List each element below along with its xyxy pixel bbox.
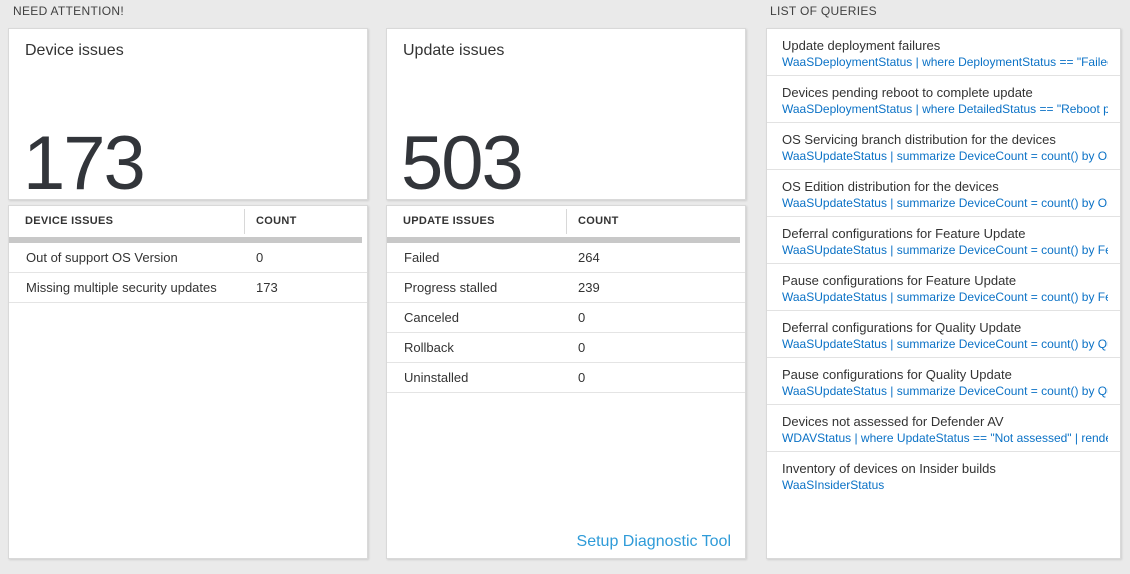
query-text: WaaSDeploymentStatus | where DeploymentS… — [782, 55, 1108, 69]
query-list-item[interactable]: Pause configurations for Feature Update … — [767, 264, 1120, 311]
table-row[interactable]: Uninstalled 0 — [387, 363, 745, 393]
issue-count: 0 — [578, 370, 586, 385]
table-row[interactable]: Missing multiple security updates 173 — [9, 273, 367, 303]
update-issues-total: 503 — [401, 121, 524, 206]
query-text: WaaSUpdateStatus | summarize DeviceCount… — [782, 290, 1108, 304]
device-issues-rows: Out of support OS Version 0 Missing mult… — [9, 243, 367, 303]
query-list-item[interactable]: Update deployment failures WaaSDeploymen… — [767, 29, 1120, 76]
query-list-item[interactable]: Inventory of devices on Insider builds W… — [767, 452, 1120, 499]
table-row[interactable]: Rollback 0 — [387, 333, 745, 363]
issue-label: Missing multiple security updates — [26, 280, 217, 295]
query-list-item[interactable]: OS Edition distribution for the devices … — [767, 170, 1120, 217]
query-title: OS Edition distribution for the devices — [782, 179, 999, 194]
issue-label: Rollback — [404, 340, 454, 355]
query-list-item[interactable]: Pause configurations for Quality Update … — [767, 358, 1120, 405]
update-issues-table-header: UPDATE ISSUES COUNT — [387, 206, 745, 237]
column-divider — [566, 209, 567, 234]
issue-label: Out of support OS Version — [26, 250, 178, 265]
update-issues-table: UPDATE ISSUES COUNT Failed 264 Progress … — [386, 205, 746, 559]
issue-count: 264 — [578, 250, 600, 265]
count-column-header: COUNT — [578, 215, 619, 227]
update-issues-tile-title: Update issues — [403, 42, 505, 59]
query-title: OS Servicing branch distribution for the… — [782, 132, 1056, 147]
table-header-bar — [9, 237, 362, 243]
query-list-item[interactable]: OS Servicing branch distribution for the… — [767, 123, 1120, 170]
query-text: WDAVStatus | where UpdateStatus == "Not … — [782, 431, 1108, 445]
query-title: Deferral configurations for Quality Upda… — [782, 320, 1022, 335]
device-issues-column-header: DEVICE ISSUES — [25, 215, 114, 227]
issue-count: 173 — [256, 280, 278, 295]
query-title: Update deployment failures — [782, 38, 941, 53]
issue-label: Canceled — [404, 310, 459, 325]
device-issues-total: 173 — [23, 121, 146, 206]
query-title: Inventory of devices on Insider builds — [782, 461, 996, 476]
need-attention-section-title: NEED ATTENTION! — [13, 4, 124, 18]
query-title: Pause configurations for Quality Update — [782, 367, 1012, 382]
device-issues-tile-title: Device issues — [25, 42, 124, 59]
count-column-header: COUNT — [256, 215, 297, 227]
query-title: Devices pending reboot to complete updat… — [782, 85, 1033, 100]
query-text: WaaSUpdateStatus | summarize DeviceCount… — [782, 243, 1108, 257]
device-issues-table: DEVICE ISSUES COUNT Out of support OS Ve… — [8, 205, 368, 559]
query-text: WaaSUpdateStatus | summarize DeviceCount… — [782, 196, 1108, 210]
query-text: WaaSInsiderStatus — [782, 478, 885, 492]
query-list-item[interactable]: Devices not assessed for Defender AV WDA… — [767, 405, 1120, 452]
update-issues-tile[interactable]: Update issues 503 — [386, 28, 746, 206]
query-text: WaaSDeploymentStatus | where DetailedSta… — [782, 102, 1108, 116]
issue-count: 239 — [578, 280, 600, 295]
issue-label: Uninstalled — [404, 370, 469, 385]
issue-label: Failed — [404, 250, 440, 265]
query-list-item[interactable]: Deferral configurations for Quality Upda… — [767, 311, 1120, 358]
list-of-queries-section-title: LIST OF QUERIES — [770, 4, 877, 18]
issue-label: Progress stalled — [404, 280, 498, 295]
table-row[interactable]: Canceled 0 — [387, 303, 745, 333]
device-issues-table-header: DEVICE ISSUES COUNT — [9, 206, 367, 237]
table-row[interactable]: Failed 264 — [387, 243, 745, 273]
query-text: WaaSUpdateStatus | summarize DeviceCount… — [782, 337, 1108, 351]
queries-list-panel: Update deployment failures WaaSDeploymen… — [766, 28, 1121, 559]
query-title: Devices not assessed for Defender AV — [782, 414, 1004, 429]
setup-diagnostic-tool-link[interactable]: Setup Diagnostic Tool — [576, 533, 731, 550]
update-issues-column-header: UPDATE ISSUES — [403, 215, 495, 227]
query-title: Pause configurations for Feature Update — [782, 273, 1017, 288]
query-title: Deferral configurations for Feature Upda… — [782, 226, 1026, 241]
update-issues-rows: Failed 264 Progress stalled 239 Canceled… — [387, 243, 745, 393]
device-issues-tile[interactable]: Device issues 173 — [8, 28, 368, 206]
table-row[interactable]: Progress stalled 239 — [387, 273, 745, 303]
issue-count: 0 — [578, 340, 586, 355]
query-text: WaaSUpdateStatus | summarize DeviceCount… — [782, 149, 1108, 163]
table-row[interactable]: Out of support OS Version 0 — [9, 243, 367, 273]
issue-count: 0 — [256, 250, 264, 265]
query-list-item[interactable]: Deferral configurations for Feature Upda… — [767, 217, 1120, 264]
table-header-bar — [387, 237, 740, 243]
column-divider — [244, 209, 245, 234]
issue-count: 0 — [578, 310, 586, 325]
query-text: WaaSUpdateStatus | summarize DeviceCount… — [782, 384, 1108, 398]
query-list-item[interactable]: Devices pending reboot to complete updat… — [767, 76, 1120, 123]
